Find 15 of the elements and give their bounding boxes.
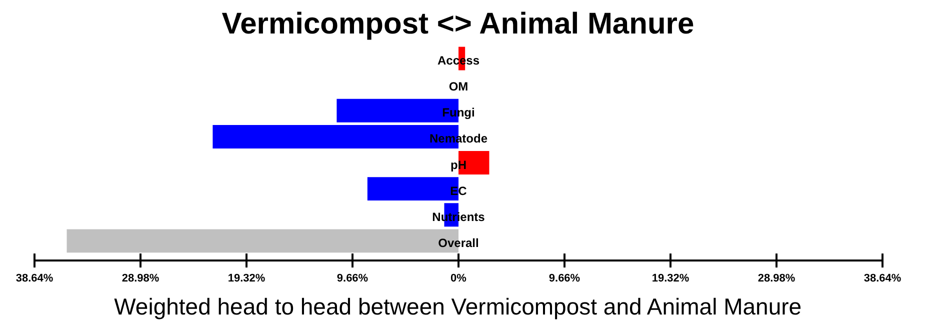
x-tick-label: 28.98% bbox=[758, 272, 796, 284]
x-tick-label: 9.66% bbox=[548, 272, 580, 284]
y-tick-label: OM bbox=[448, 80, 468, 94]
x-tick-label: 19.32% bbox=[228, 272, 266, 284]
chart-title: Vermicompost <> Animal Manure bbox=[222, 8, 694, 40]
y-tick-label: Fungi bbox=[442, 106, 475, 120]
x-tick-label: 0% bbox=[450, 272, 467, 284]
x-axis-title: Weighted head to head between Vermicompost and Animal Manure bbox=[114, 294, 802, 320]
x-tick-label: 38.64% bbox=[864, 272, 902, 284]
x-tick-label: 19.32% bbox=[652, 272, 690, 284]
x-tick-label: 9.66% bbox=[336, 272, 368, 284]
y-tick-label: Overall bbox=[438, 236, 479, 250]
x-tick-label: 28.98% bbox=[122, 272, 160, 284]
y-tick-label: pH bbox=[450, 158, 466, 172]
x-tick-label: 38.64% bbox=[16, 272, 54, 284]
